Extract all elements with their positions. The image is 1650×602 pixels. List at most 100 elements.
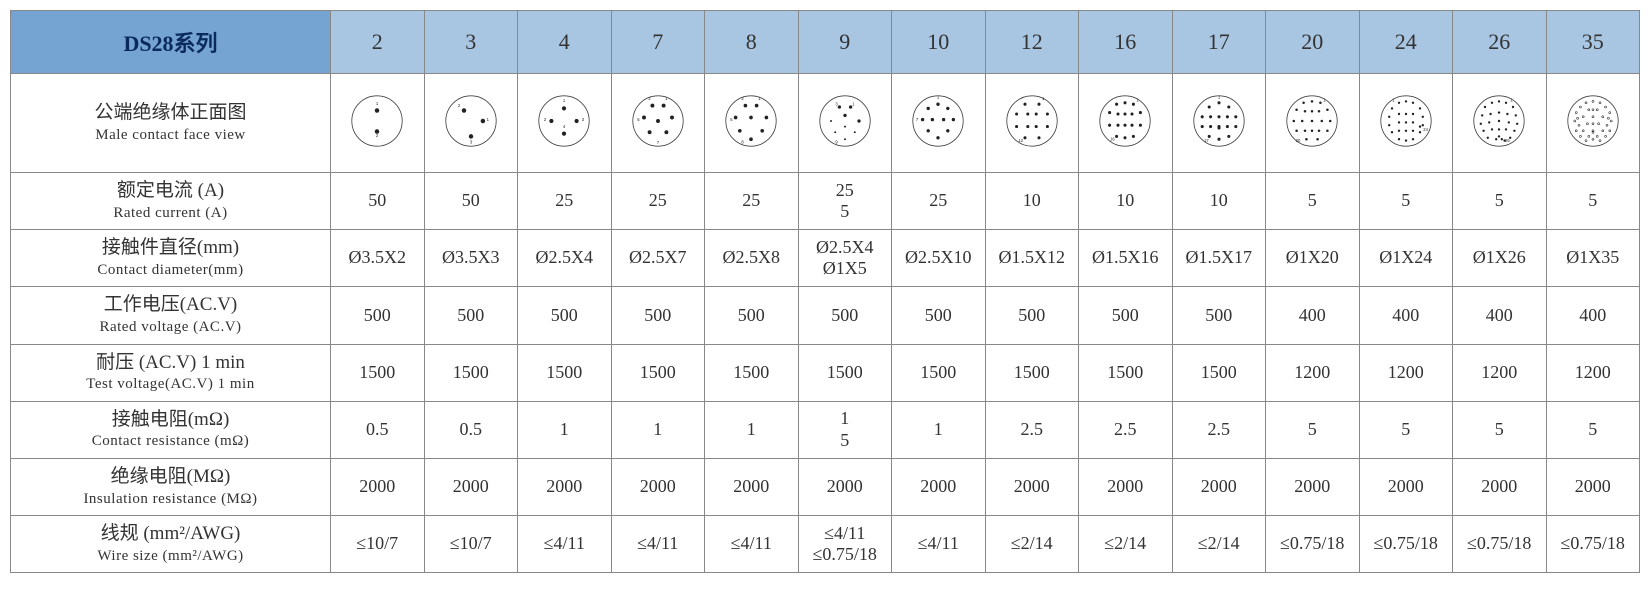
connector-diagram-26: 126 <box>1453 74 1547 173</box>
data-cell: Ø2.5X4 <box>518 230 612 287</box>
svg-text:5: 5 <box>730 117 733 122</box>
data-cell: 2.5 <box>985 401 1079 458</box>
data-cell: 1500 <box>611 344 705 401</box>
data-cell: ≤4/11 <box>518 516 612 573</box>
data-cell: Ø1X26 <box>1453 230 1547 287</box>
data-cell: 50 <box>424 173 518 230</box>
data-cell: 500 <box>1079 287 1173 344</box>
data-cell: 25 <box>518 173 612 230</box>
svg-text:8: 8 <box>742 139 745 144</box>
diagram-row: 公端绝缘体正面图Male contact face view1212312341… <box>11 74 1640 173</box>
data-cell: 1200 <box>1546 344 1640 401</box>
data-cell: ≤10/7 <box>424 516 518 573</box>
connector-diagram-3: 123 <box>424 74 518 173</box>
data-cell: Ø2.5X8 <box>705 230 799 287</box>
data-cell: 2000 <box>1359 458 1453 515</box>
data-cell: 5 <box>1359 173 1453 230</box>
data-cell: ≤0.75/18 <box>1453 516 1547 573</box>
diagram-label-cn: 公端绝缘体正面图 <box>15 101 326 126</box>
data-cell: 1200 <box>1359 344 1453 401</box>
svg-text:5: 5 <box>637 117 640 122</box>
data-cell: Ø1.5X12 <box>985 230 1079 287</box>
data-cell: 500 <box>985 287 1079 344</box>
connector-diagram-12: 112 <box>985 74 1079 173</box>
data-cell: Ø2.5X7 <box>611 230 705 287</box>
data-cell: 500 <box>331 287 425 344</box>
col-header-3: 3 <box>424 11 518 74</box>
data-cell: 500 <box>705 287 799 344</box>
data-cell: 500 <box>1172 287 1266 344</box>
svg-text:3: 3 <box>582 117 585 122</box>
row-label: 接触电阻(mΩ)Contact resistance (mΩ) <box>11 401 331 458</box>
connector-diagram-10: 17 <box>892 74 986 173</box>
table-row: 耐压 (AC.V) 1 minTest voltage(AC.V) 1 min1… <box>11 344 1640 401</box>
svg-text:4: 4 <box>563 124 566 129</box>
svg-text:2: 2 <box>544 117 547 122</box>
svg-text:1: 1 <box>1218 94 1221 99</box>
row-label-en: Rated current (A) <box>15 204 326 224</box>
data-cell: 5 <box>1266 173 1360 230</box>
col-header-8: 8 <box>705 11 799 74</box>
data-cell: 500 <box>518 287 612 344</box>
data-cell: 0.5 <box>331 401 425 458</box>
data-cell: 500 <box>611 287 705 344</box>
row-label: 线规 (mm²/AWG)Wire size (mm²/AWG) <box>11 516 331 573</box>
data-cell: Ø1.5X16 <box>1079 230 1173 287</box>
data-cell: ≤2/14 <box>985 516 1079 573</box>
svg-text:3: 3 <box>835 101 838 106</box>
col-header-7: 7 <box>611 11 705 74</box>
data-cell: 1500 <box>892 344 986 401</box>
data-cell: 5 <box>1266 401 1360 458</box>
data-cell: Ø3.5X3 <box>424 230 518 287</box>
data-cell: Ø3.5X2 <box>331 230 425 287</box>
data-cell: Ø1X35 <box>1546 230 1640 287</box>
data-cell: 1500 <box>798 344 892 401</box>
data-cell: 2000 <box>892 458 986 515</box>
data-cell: 2000 <box>1453 458 1547 515</box>
data-cell: Ø2.5X4 Ø1X5 <box>798 230 892 287</box>
connector-diagram-2: 12 <box>331 74 425 173</box>
row-label-cn: 工作电压(AC.V) <box>15 293 326 318</box>
col-header-2: 2 <box>331 11 425 74</box>
data-cell: Ø1X20 <box>1266 230 1360 287</box>
table-row: 接触电阻(mΩ)Contact resistance (mΩ)0.50.5111… <box>11 401 1640 458</box>
data-cell: 5 <box>1359 401 1453 458</box>
row-label-cn: 额定电流 (A) <box>15 179 326 204</box>
data-cell: 25 <box>705 173 799 230</box>
data-cell: ≤4/11 <box>611 516 705 573</box>
data-cell: 2000 <box>798 458 892 515</box>
connector-diagram-24: 124 <box>1359 74 1453 173</box>
connector-diagram-8: 1258 <box>705 74 799 173</box>
data-cell: 2000 <box>1172 458 1266 515</box>
data-cell: 5 <box>1546 173 1640 230</box>
data-cell: 1 <box>611 401 705 458</box>
row-label-cn: 线规 (mm²/AWG) <box>15 522 326 547</box>
svg-text:20: 20 <box>1296 138 1301 143</box>
data-cell: 1500 <box>331 344 425 401</box>
data-cell: 1 <box>705 401 799 458</box>
data-cell: Ø1X24 <box>1359 230 1453 287</box>
data-cell: 1500 <box>518 344 612 401</box>
connector-diagram-17: 117 <box>1172 74 1266 173</box>
table-row: 工作电压(AC.V)Rated voltage (AC.V)5005005005… <box>11 287 1640 344</box>
col-header-16: 16 <box>1079 11 1173 74</box>
diagram-label-en: Male contact face view <box>15 126 326 146</box>
data-cell: 25 <box>892 173 986 230</box>
data-cell: 1 5 <box>798 401 892 458</box>
row-label-en: Insulation resistance (MΩ) <box>15 490 326 510</box>
data-cell: 400 <box>1359 287 1453 344</box>
data-cell: 5 <box>1453 173 1547 230</box>
connector-diagram-9: 139 <box>798 74 892 173</box>
row-label: 绝缘电阻(MΩ)Insulation resistance (MΩ) <box>11 458 331 515</box>
data-cell: 2000 <box>331 458 425 515</box>
svg-text:26: 26 <box>1505 138 1510 143</box>
data-cell: 1500 <box>424 344 518 401</box>
data-cell: 2.5 <box>1172 401 1266 458</box>
svg-text:9: 9 <box>835 139 838 144</box>
data-cell: 500 <box>424 287 518 344</box>
table-body: 公端绝缘体正面图Male contact face view1212312341… <box>11 74 1640 573</box>
col-header-24: 24 <box>1359 11 1453 74</box>
table-row: 额定电流 (A)Rated current (A)505025252525 52… <box>11 173 1640 230</box>
svg-text:2: 2 <box>458 103 461 108</box>
row-label-en: Wire size (mm²/AWG) <box>15 547 326 567</box>
